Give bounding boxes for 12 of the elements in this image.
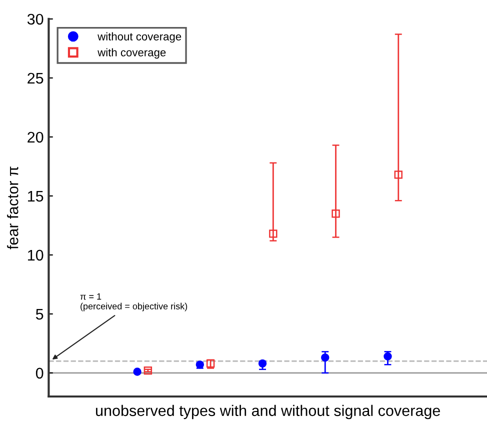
y-tick-label: 30 (27, 14, 44, 25)
x-axis-title: unobserved types with and without signal coverage (96, 404, 440, 420)
y-tick-label: 10 (28, 250, 44, 261)
y-axis-title: fear factor π (7, 166, 18, 250)
y-tick-label: 0 (36, 368, 44, 379)
annotation: π = 1 (perceived = objective risk) (80, 293, 188, 312)
y-tick-label: 5 (36, 308, 44, 320)
y-tick-label: 15 (28, 190, 44, 202)
y-tick-label: 25 (28, 72, 44, 84)
y-tick-label: 20 (28, 132, 44, 143)
legend-label: without coverage (98, 32, 182, 43)
legend-label: with coverage (98, 48, 166, 59)
